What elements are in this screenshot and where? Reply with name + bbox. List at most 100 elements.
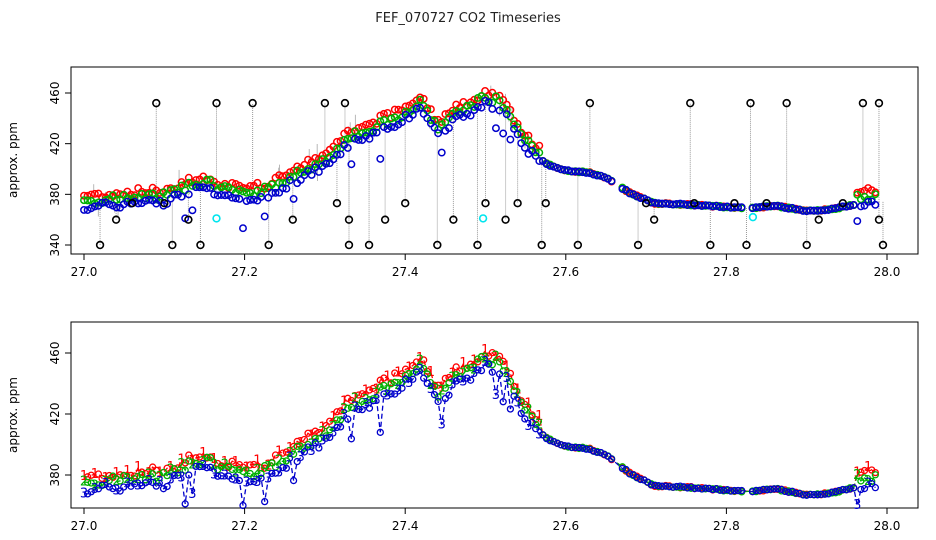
series-3-label-point: 3 — [102, 477, 110, 492]
series-3-point — [195, 183, 204, 192]
series-3-point — [727, 487, 735, 495]
series-1-point — [419, 94, 428, 103]
series-2-label-point: 2 — [188, 457, 196, 472]
series-3-point — [679, 200, 688, 209]
series-3-point — [333, 423, 341, 432]
series-3-point — [708, 202, 717, 211]
series-3-point — [495, 370, 504, 378]
series-2-point — [289, 450, 298, 458]
series-3-point — [535, 157, 544, 165]
series-1-point — [358, 390, 366, 398]
series-3-point — [311, 439, 319, 447]
series-1-label-point: 1 — [156, 466, 164, 481]
series-3-point — [267, 189, 276, 197]
series-3-label-point: 3 — [416, 363, 424, 378]
series-2-label-point: 2 — [167, 462, 175, 477]
series-3-point — [857, 485, 865, 494]
series-3-point — [314, 167, 323, 176]
series-2-point — [506, 377, 515, 386]
y-tick-label: 420 — [48, 403, 62, 426]
series-3-point — [188, 206, 197, 215]
series-1-point — [311, 427, 319, 435]
series-1-label-point: 1 — [383, 369, 391, 384]
flag-point — [481, 199, 490, 208]
series-3-point — [600, 173, 609, 182]
series-3-point — [231, 194, 240, 203]
series-3-point — [261, 497, 269, 506]
series-3-point — [322, 159, 331, 168]
series-2-point — [372, 123, 381, 132]
series-2-label-point: 2 — [145, 467, 153, 482]
series-3-point — [680, 483, 688, 491]
y-axis-top: 340 380 420 460 — [48, 82, 71, 256]
series-3-point — [669, 483, 677, 491]
series-1-point — [398, 370, 406, 378]
series-3-point — [499, 129, 508, 138]
series-3-point — [661, 199, 670, 208]
series-2-label-point: 2 — [383, 384, 391, 399]
series-2-point — [365, 396, 374, 404]
series-2-point — [391, 378, 399, 386]
series-2-point — [430, 382, 439, 390]
series-3-point — [813, 206, 822, 215]
series-3-point — [828, 204, 836, 213]
series-3-point — [445, 124, 453, 132]
series-2-point — [322, 432, 330, 440]
series-2-point — [120, 471, 128, 480]
series-3-point — [141, 196, 150, 205]
series-2-point — [220, 182, 229, 191]
series-1-label-point: 1 — [513, 383, 521, 398]
series-3-point — [730, 486, 739, 495]
series-3-label-point: 3 — [188, 487, 196, 502]
series-1-label-point: 1 — [481, 343, 489, 358]
series-2-point — [188, 181, 197, 190]
series-3-point — [452, 377, 460, 385]
flag-point — [802, 240, 811, 250]
series-3-point — [701, 201, 710, 210]
series-3-point — [279, 463, 287, 472]
flag-point — [320, 98, 330, 108]
flag-point — [401, 199, 410, 208]
series-1-label-point: 1 — [199, 446, 207, 461]
series-3-point — [539, 431, 547, 439]
series-2-label-point: 2 — [448, 370, 456, 385]
series-3-point — [239, 501, 247, 510]
flag-point — [782, 98, 791, 108]
series-3-point — [141, 479, 150, 487]
flag-point — [380, 215, 390, 224]
series-3-point — [510, 124, 518, 133]
series-2-label-point: 2 — [394, 378, 402, 393]
series-2-label-point: 2 — [481, 351, 489, 366]
series-3-point — [105, 483, 113, 491]
series-2-point — [347, 134, 356, 143]
series-3-point — [159, 485, 168, 493]
series-1-point — [445, 373, 453, 382]
series-2-label-point: 2 — [199, 455, 207, 470]
series-3-point — [835, 486, 843, 495]
series-3-point — [354, 405, 363, 414]
series-3-point — [691, 484, 699, 493]
series-3-point — [423, 379, 431, 388]
series-3-point — [412, 368, 421, 376]
series-2-point — [239, 187, 247, 196]
series-3-point — [871, 484, 880, 492]
series-1-point — [412, 358, 421, 366]
series-3-point — [665, 200, 674, 209]
series-1-point — [448, 106, 457, 115]
series-3-point — [372, 128, 381, 137]
series-1-point — [155, 188, 164, 197]
series-3-point — [282, 464, 291, 472]
series-2-label-point: 2 — [91, 478, 99, 493]
series-3-point — [369, 397, 377, 405]
series-1-label-point: 1 — [145, 466, 153, 481]
series-1-point — [105, 190, 114, 199]
series-2-point — [242, 188, 251, 197]
series-2-point — [441, 384, 450, 392]
series-3-point — [326, 433, 334, 442]
series-1-point — [130, 472, 139, 480]
series-2-point — [387, 114, 396, 123]
series-1-label-point: 1 — [864, 460, 872, 475]
series-3-point — [730, 203, 739, 212]
series-3-point — [430, 123, 439, 132]
